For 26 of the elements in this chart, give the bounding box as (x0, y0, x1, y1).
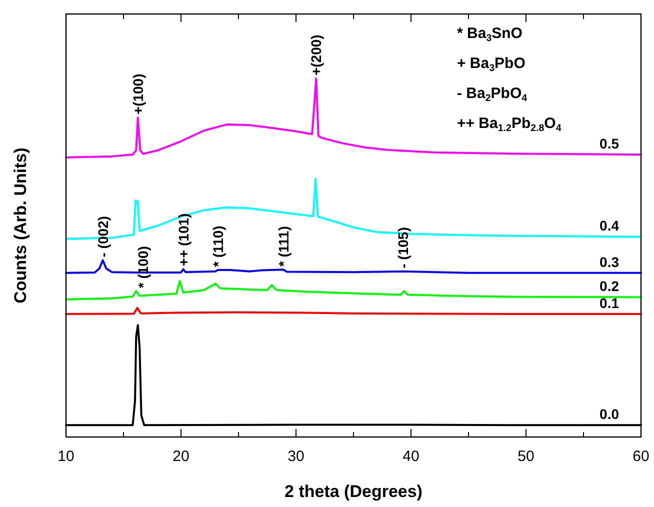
annotation: - (002) (94, 216, 111, 258)
annotation: * (100) (135, 246, 152, 288)
annotation: ++ (101) (175, 213, 192, 266)
series-label: 0.5 (600, 136, 620, 152)
x-tick-label: 20 (172, 448, 190, 465)
text: * Ba$_{3}$SnO (457, 25, 523, 44)
series-label: 0.4 (600, 218, 620, 234)
x-tick-label: 50 (518, 448, 534, 465)
x-tick-label: 10 (58, 448, 74, 465)
x-tick-label: 40 (402, 448, 420, 465)
annotation: * (111) (275, 226, 292, 267)
y-axis-title: Counts (Arb. Units) (11, 148, 30, 304)
series-label: 0.3 (600, 254, 620, 270)
x-tick-label: 30 (288, 448, 304, 465)
annotation: ++ Ba$_{1.2}$Pb$_{2.8}$O$_{4}$ (457, 115, 562, 134)
annotation: - Ba$_{2}$PbO$_{4}$ (457, 85, 528, 104)
annotation: +(200) (308, 34, 324, 76)
series-label: 0.1 (600, 295, 620, 312)
series-label: 0.0 (600, 406, 620, 422)
text: + Ba$_{3}$PbO (457, 55, 526, 74)
x-axis-title: 2 theta (Degrees) (284, 482, 422, 501)
x-tick-label: 60 (632, 448, 650, 465)
annotation: * (110) (210, 226, 226, 267)
annotation: +(100) (130, 74, 146, 115)
annotation: - (105) (394, 227, 411, 268)
series-label: 0.2 (600, 278, 620, 294)
